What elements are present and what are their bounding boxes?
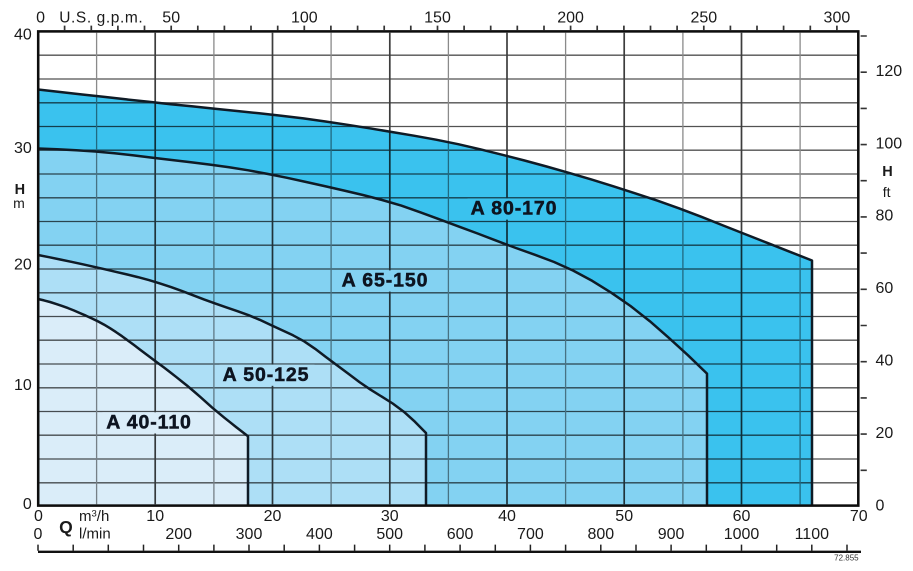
svg-text:20: 20 — [876, 425, 894, 442]
svg-text:200: 200 — [165, 526, 192, 543]
svg-text:A 50-125: A 50-125 — [223, 364, 310, 386]
svg-text:50: 50 — [615, 508, 633, 525]
svg-text:0: 0 — [36, 10, 45, 27]
svg-text:60: 60 — [876, 280, 894, 297]
svg-text:300: 300 — [236, 526, 263, 543]
svg-text:700: 700 — [517, 526, 544, 543]
svg-text:50: 50 — [162, 10, 180, 27]
svg-text:40: 40 — [14, 27, 32, 44]
svg-text:800: 800 — [587, 526, 614, 543]
svg-text:A 80-170: A 80-170 — [471, 198, 558, 220]
svg-text:1000: 1000 — [724, 526, 760, 543]
svg-text:ft: ft — [883, 184, 891, 200]
svg-text:40: 40 — [876, 353, 894, 370]
svg-text:100: 100 — [291, 10, 318, 27]
svg-text:400: 400 — [306, 526, 333, 543]
svg-text:250: 250 — [690, 10, 717, 27]
svg-text:Q: Q — [59, 517, 73, 537]
svg-text:1100: 1100 — [795, 526, 830, 543]
svg-text:20: 20 — [14, 257, 32, 274]
svg-text:U.S. g.p.m.: U.S. g.p.m. — [59, 10, 143, 27]
svg-text:60: 60 — [733, 508, 751, 525]
svg-text:0: 0 — [34, 508, 43, 525]
svg-text:H: H — [882, 164, 892, 180]
svg-text:A 65-150: A 65-150 — [342, 270, 429, 292]
svg-text:120: 120 — [876, 63, 903, 80]
svg-text:m3/h: m3/h — [79, 508, 109, 525]
svg-text:A 40-110: A 40-110 — [106, 412, 192, 434]
svg-text:10: 10 — [146, 508, 164, 525]
svg-text:80: 80 — [876, 208, 894, 225]
svg-text:m: m — [13, 195, 25, 211]
svg-text:200: 200 — [557, 10, 584, 27]
svg-text:150: 150 — [424, 10, 451, 27]
svg-text:500: 500 — [376, 526, 403, 543]
svg-text:20: 20 — [264, 508, 282, 525]
svg-text:30: 30 — [14, 140, 32, 157]
svg-text:72.855: 72.855 — [834, 554, 859, 563]
svg-text:0: 0 — [876, 497, 885, 514]
svg-text:10: 10 — [14, 377, 32, 394]
svg-text:70: 70 — [850, 508, 868, 525]
svg-text:40: 40 — [498, 508, 516, 525]
svg-text:l/min: l/min — [79, 526, 111, 543]
svg-text:100: 100 — [876, 135, 903, 152]
svg-text:30: 30 — [381, 508, 399, 525]
svg-text:300: 300 — [824, 10, 851, 27]
svg-text:900: 900 — [658, 526, 685, 543]
svg-text:600: 600 — [447, 526, 474, 543]
svg-text:H: H — [15, 182, 25, 198]
svg-text:0: 0 — [34, 526, 43, 543]
svg-text:0: 0 — [23, 496, 32, 513]
